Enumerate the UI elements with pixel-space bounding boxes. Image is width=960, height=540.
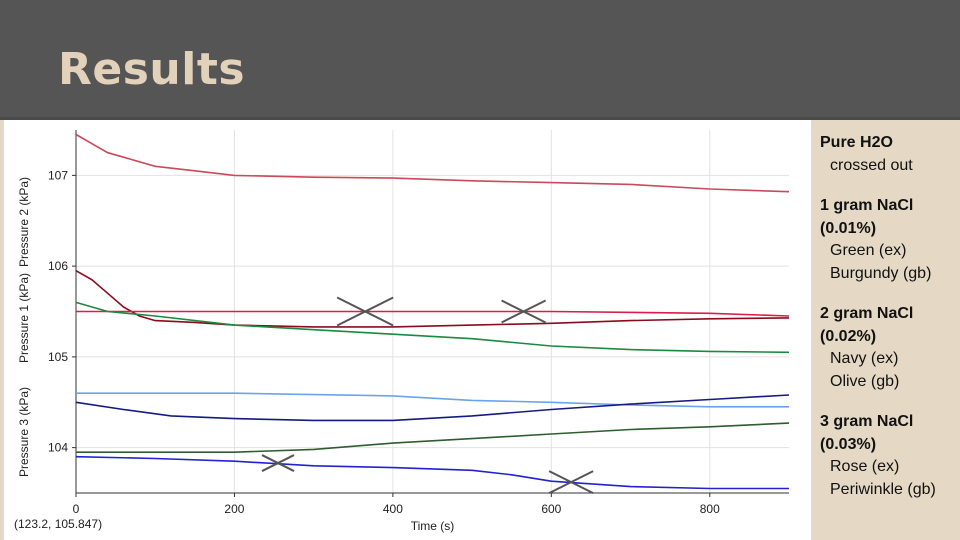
- legend-item: Navy (ex): [830, 350, 899, 367]
- series-line: [75, 133, 790, 193]
- x-tick-label: 0: [73, 502, 80, 516]
- legend-item: Rose (ex): [830, 458, 900, 475]
- y-tick-label: 105: [48, 350, 68, 364]
- legend-group-title: 3 gram NaCl (0.03%): [820, 413, 914, 453]
- cross-out-mark: [336, 296, 394, 327]
- header-bar: Results: [0, 0, 960, 117]
- legend-spacer: [820, 285, 956, 303]
- legend-group-title: 1 gram NaCl (0.01%): [820, 197, 914, 237]
- y-tick-label: 106: [48, 259, 68, 273]
- x-tick-label: 200: [224, 502, 244, 516]
- legend-item: crossed out: [830, 156, 913, 174]
- x-tick-label: 800: [700, 502, 720, 516]
- series-line: [75, 394, 790, 422]
- y-axis-label: Pressure 3 (kPa): [17, 387, 31, 477]
- chart-panel: 0 200 400 600 800 104 105 106 107 Time (s) (123.2,…: [4, 120, 811, 540]
- y-tick-label: 104: [48, 441, 68, 455]
- series-line: [76, 422, 790, 454]
- legend-item: Green (ex): [830, 242, 907, 259]
- x-axis-label: Time (s): [411, 519, 455, 533]
- series-line: [75, 301, 790, 354]
- series-line: [76, 310, 790, 317]
- legend-spacer: [820, 393, 956, 411]
- legend-item: Periwinkle (gb): [830, 480, 936, 498]
- cross-out-mark: [261, 454, 295, 472]
- x-tick-label: 600: [541, 502, 561, 516]
- cross-out-mark: [501, 299, 547, 324]
- x-tick-label: 400: [383, 502, 403, 516]
- slide-title: Results: [58, 44, 246, 95]
- series-line: [76, 392, 789, 408]
- cursor-readout: (123.2, 105.847): [14, 517, 102, 531]
- header-divider: [0, 117, 960, 120]
- legend-spacer: [820, 177, 956, 195]
- y-axis-label: Pressure 1 (kPa): [17, 273, 31, 363]
- legend-item: Olive (gb): [830, 372, 900, 390]
- legend-group-title: 2 gram NaCl (0.02%): [820, 305, 914, 345]
- legend-group-title: Pure H2O: [820, 134, 893, 151]
- y-axis-label: Pressure 2 (kPa): [17, 177, 31, 267]
- series-line: [75, 455, 789, 490]
- cross-out-mark: [548, 470, 594, 495]
- pressure-chart: 0 200 400 600 800 104 105 106 107 Time (s) (123.2,…: [14, 130, 790, 533]
- legend-panel: Pure H2O crossed out 1 gram NaCl (0.01%) Gr…: [820, 132, 956, 501]
- y-tick-label: 107: [48, 168, 68, 182]
- legend-item: Burgundy (gb): [830, 264, 932, 282]
